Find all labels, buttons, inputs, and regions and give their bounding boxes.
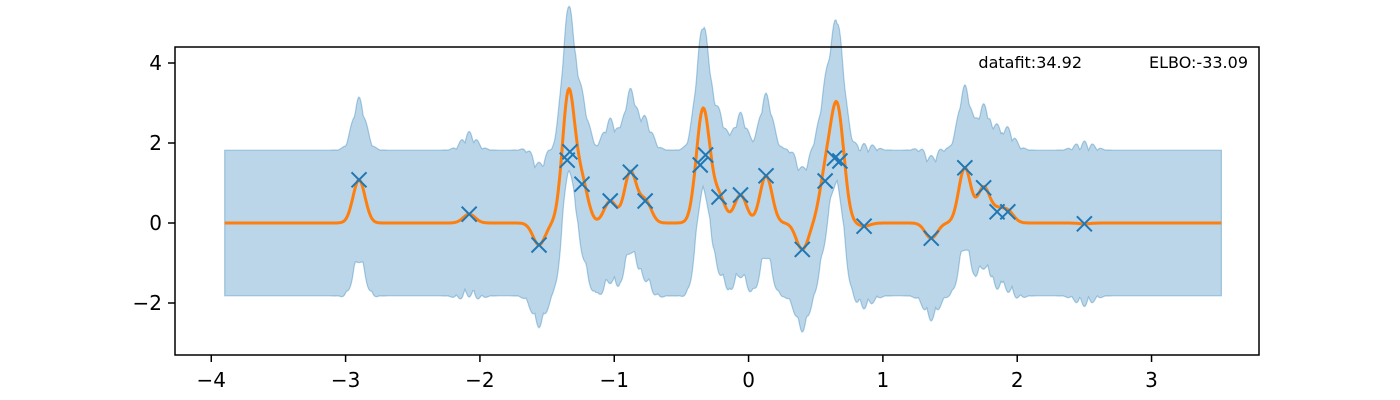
x-tick-label: −4 [197,368,226,392]
observation-marker-1 [350,171,368,189]
x-tick-label: 2 [1011,368,1024,392]
x-tick-label: 1 [877,368,890,392]
observation-marker-21 [956,159,974,177]
datafit-annotation: datafit:34.92 [978,53,1082,72]
observation-marker-10 [692,156,709,174]
x-tick-label: −3 [331,368,360,392]
y-axis-ticks: −2 0 2 4 [133,51,175,315]
y-tick-label: 0 [149,211,162,235]
x-tick-label: 3 [1145,368,1158,392]
observation-marker-24 [999,203,1017,221]
observation-marker-13 [732,186,749,204]
observation-marker-14 [757,167,775,185]
observation-marker-25 [1076,215,1093,233]
x-tick-label: −2 [465,368,494,392]
observation-marker-11 [697,146,714,164]
observation-markers-layer [350,143,1093,258]
plot-frame [174,46,1260,356]
uncertainty-band [224,5,1223,333]
observation-marker-8 [622,163,639,181]
observation-marker-9 [636,192,654,210]
x-tick-label: 0 [742,368,755,392]
x-tick-label: −1 [599,368,628,392]
observation-marker-12 [710,188,728,206]
y-tick-label: 4 [149,51,162,75]
observation-marker-6 [573,175,591,193]
observation-marker-16 [816,172,834,190]
observation-marker-15 [794,241,811,258]
observation-marker-18 [831,152,849,170]
observation-marker-19 [855,217,873,235]
x-axis-ticks: −4 −3 −2 −1 0 1 2 3 [197,355,1158,392]
observation-marker-3 [530,236,548,254]
observation-marker-7 [602,192,619,210]
observation-marker-2 [460,205,478,223]
observation-marker-17 [826,149,843,167]
observation-marker-5 [561,143,579,161]
uncertainty-band-layer [224,5,1223,333]
observation-marker-22 [975,179,992,197]
elbo-annotation: ELBO:-33.09 [1149,53,1248,72]
y-tick-label: 2 [149,131,162,155]
y-tick-label: −2 [133,291,162,315]
observation-marker-20 [923,229,940,247]
